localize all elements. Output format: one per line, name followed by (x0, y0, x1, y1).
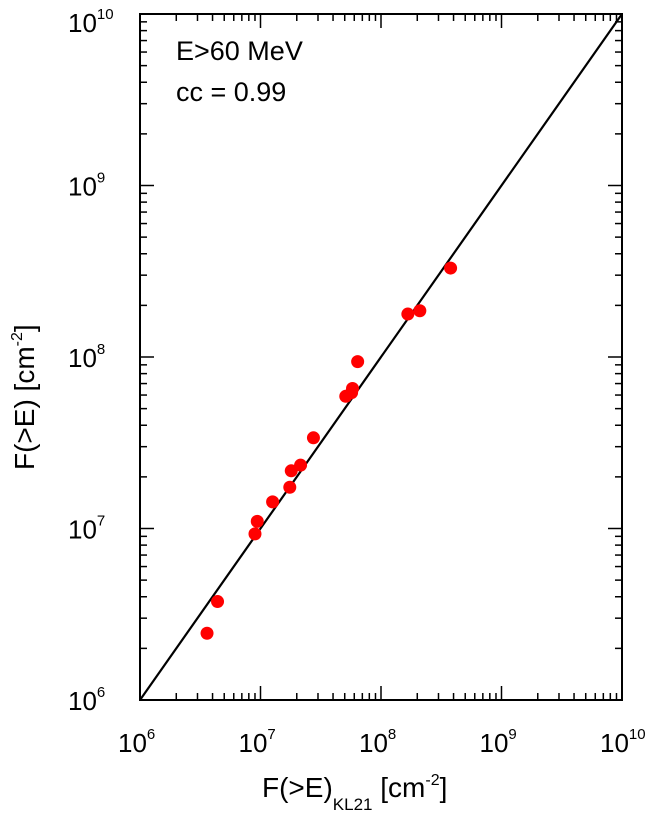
x-tick-label-base: 10 (359, 728, 388, 758)
y-axis-label-main: F(>E) [cm (9, 346, 40, 470)
x-axis-label-unit-close: ] (440, 772, 448, 803)
data-point (248, 527, 262, 541)
x-axis-label-subscript: KL21 (333, 795, 373, 814)
x-tick-label-exponent: 10 (629, 726, 646, 743)
x-tick-label: 107 (239, 726, 276, 758)
y-tick-label: 1010 (68, 6, 114, 38)
y-tick-label-base: 10 (68, 686, 97, 716)
y-tick-label-base: 10 (68, 172, 97, 202)
y-tick-label-base: 10 (68, 515, 97, 545)
x-tick-label: 109 (480, 726, 517, 758)
x-axis-label-unit: [cm (372, 772, 425, 803)
y-tick-label-exponent: 9 (97, 170, 105, 187)
x-tick-label: 108 (359, 726, 396, 758)
x-tick-label-base: 10 (480, 728, 509, 758)
data-point (413, 304, 427, 318)
y-tick-label: 109 (68, 170, 105, 202)
x-tick-label: 1010 (600, 726, 646, 758)
y-tick-label: 107 (68, 513, 105, 545)
data-point (266, 495, 280, 509)
y-axis-label-close: ] (9, 324, 40, 332)
x-tick-label: 106 (118, 726, 155, 758)
data-point (401, 307, 415, 321)
data-point (200, 626, 214, 640)
data-point (444, 261, 458, 275)
data-point (283, 480, 297, 494)
annotation-correlation: cc = 0.99 (176, 77, 286, 107)
y-tick-label-base: 10 (68, 343, 97, 373)
x-tick-label-base: 10 (239, 728, 268, 758)
x-tick-labels: 106 107 108 109 1010 (118, 726, 646, 758)
y-tick-label-base: 10 (68, 8, 97, 38)
y-tick-label: 106 (68, 684, 105, 716)
y-tick-label: 108 (68, 341, 105, 373)
y-axis-label: F(>E) [cm-2] (9, 324, 40, 470)
x-tick-label-exponent: 8 (388, 726, 396, 743)
tick-marks (139, 13, 623, 701)
data-point (345, 382, 359, 396)
y-tick-label-exponent: 10 (97, 6, 114, 23)
x-axis-label: F(>E)KL21 [cm-2] (262, 772, 447, 814)
x-tick-label-base: 10 (118, 728, 147, 758)
one-to-one-line (139, 13, 623, 701)
y-axis-label-exponent: -2 (9, 332, 26, 346)
annotation-energy: E>60 MeV (176, 36, 303, 66)
x-tick-label-exponent: 9 (508, 726, 516, 743)
data-point (294, 458, 308, 472)
x-tick-label-base: 10 (600, 728, 629, 758)
x-tick-label-exponent: 7 (267, 726, 275, 743)
x-tick-label-exponent: 6 (147, 726, 155, 743)
y-tick-label-exponent: 8 (97, 341, 105, 358)
data-point (306, 431, 320, 445)
data-point (351, 355, 365, 369)
x-axis-label-main: F(>E) (262, 772, 333, 803)
x-axis-label-unit-exponent: -2 (425, 772, 439, 789)
data-points (200, 261, 458, 640)
y-tick-label-exponent: 6 (97, 684, 105, 701)
data-point (250, 514, 264, 528)
y-tick-label-exponent: 7 (97, 513, 105, 530)
data-point (211, 595, 225, 609)
